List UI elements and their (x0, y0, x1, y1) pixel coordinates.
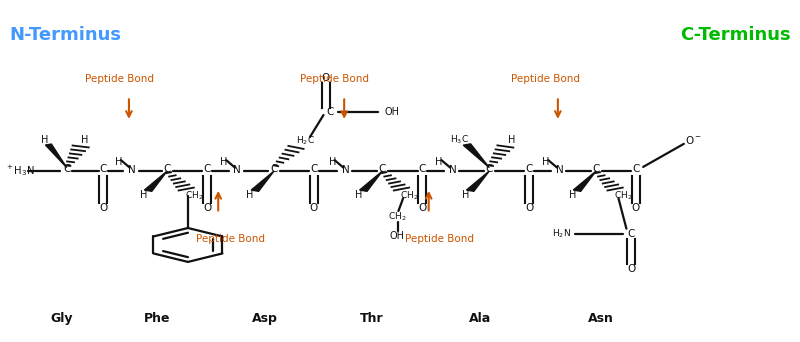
Text: Thr: Thr (360, 312, 384, 325)
Text: Gly: Gly (50, 312, 73, 325)
Text: Phe: Phe (143, 312, 170, 325)
Text: N: N (234, 165, 242, 175)
Text: N: N (342, 165, 350, 175)
Text: C: C (526, 164, 533, 174)
Text: C: C (418, 164, 426, 174)
Text: H$_2$C: H$_2$C (297, 134, 315, 147)
Polygon shape (574, 171, 596, 191)
Text: H: H (115, 157, 122, 167)
Text: C: C (486, 164, 493, 174)
Text: Peptide Bond: Peptide Bond (510, 75, 579, 84)
Text: Ala: Ala (469, 312, 491, 325)
Text: CH$_2$: CH$_2$ (614, 189, 633, 202)
Polygon shape (463, 144, 490, 168)
Text: H: H (41, 135, 48, 145)
Text: O: O (632, 203, 640, 213)
Text: H: H (329, 157, 336, 167)
Text: C: C (632, 164, 640, 174)
Text: N: N (449, 165, 457, 175)
Polygon shape (466, 171, 490, 191)
Text: C: C (163, 164, 171, 174)
Text: N: N (128, 165, 136, 175)
Text: O: O (203, 203, 211, 213)
Text: H: H (220, 157, 227, 167)
Text: H$_2$N: H$_2$N (551, 227, 570, 240)
Text: O: O (525, 203, 534, 213)
Text: H$_3$C: H$_3$C (450, 133, 469, 146)
Text: C: C (326, 107, 334, 117)
Text: Peptide Bond: Peptide Bond (406, 234, 474, 244)
Text: N-Terminus: N-Terminus (10, 26, 122, 44)
Text: Peptide Bond: Peptide Bond (197, 234, 266, 244)
Text: H: H (246, 190, 254, 200)
Text: H: H (81, 135, 88, 145)
Text: O: O (99, 203, 107, 213)
Text: Peptide Bond: Peptide Bond (85, 75, 154, 84)
Text: Asp: Asp (251, 312, 278, 325)
Text: H: H (542, 157, 550, 167)
Text: $^+$H$_3$N: $^+$H$_3$N (6, 163, 35, 179)
Polygon shape (144, 171, 167, 191)
Polygon shape (251, 171, 274, 191)
Text: H: H (462, 190, 469, 200)
Text: OH: OH (390, 231, 404, 241)
Text: C: C (378, 164, 386, 174)
Text: CH$_2$: CH$_2$ (387, 211, 406, 223)
Polygon shape (46, 144, 66, 168)
Text: C: C (203, 164, 210, 174)
Text: C: C (100, 164, 107, 174)
Text: H: H (508, 135, 515, 145)
Text: O$^-$: O$^-$ (685, 134, 702, 146)
Text: CH$_2$: CH$_2$ (185, 189, 203, 202)
Text: C: C (63, 164, 70, 174)
Text: H: H (569, 190, 576, 200)
Text: Peptide Bond: Peptide Bond (300, 75, 369, 84)
Text: Asn: Asn (588, 312, 614, 325)
Text: CH$_2$: CH$_2$ (400, 189, 419, 202)
Text: H: H (355, 190, 362, 200)
Text: OH: OH (385, 107, 399, 117)
Text: C-Terminus: C-Terminus (680, 26, 790, 44)
Text: H: H (140, 190, 147, 200)
Text: O: O (418, 203, 426, 213)
Text: O: O (310, 203, 318, 213)
Text: N: N (555, 165, 563, 175)
Text: O: O (322, 73, 330, 83)
Text: C: C (593, 164, 600, 174)
Text: C: C (270, 164, 278, 174)
Text: H: H (435, 157, 442, 167)
Polygon shape (360, 171, 382, 191)
Text: O: O (627, 264, 635, 274)
Text: C: C (310, 164, 318, 174)
Text: C: C (627, 229, 635, 239)
